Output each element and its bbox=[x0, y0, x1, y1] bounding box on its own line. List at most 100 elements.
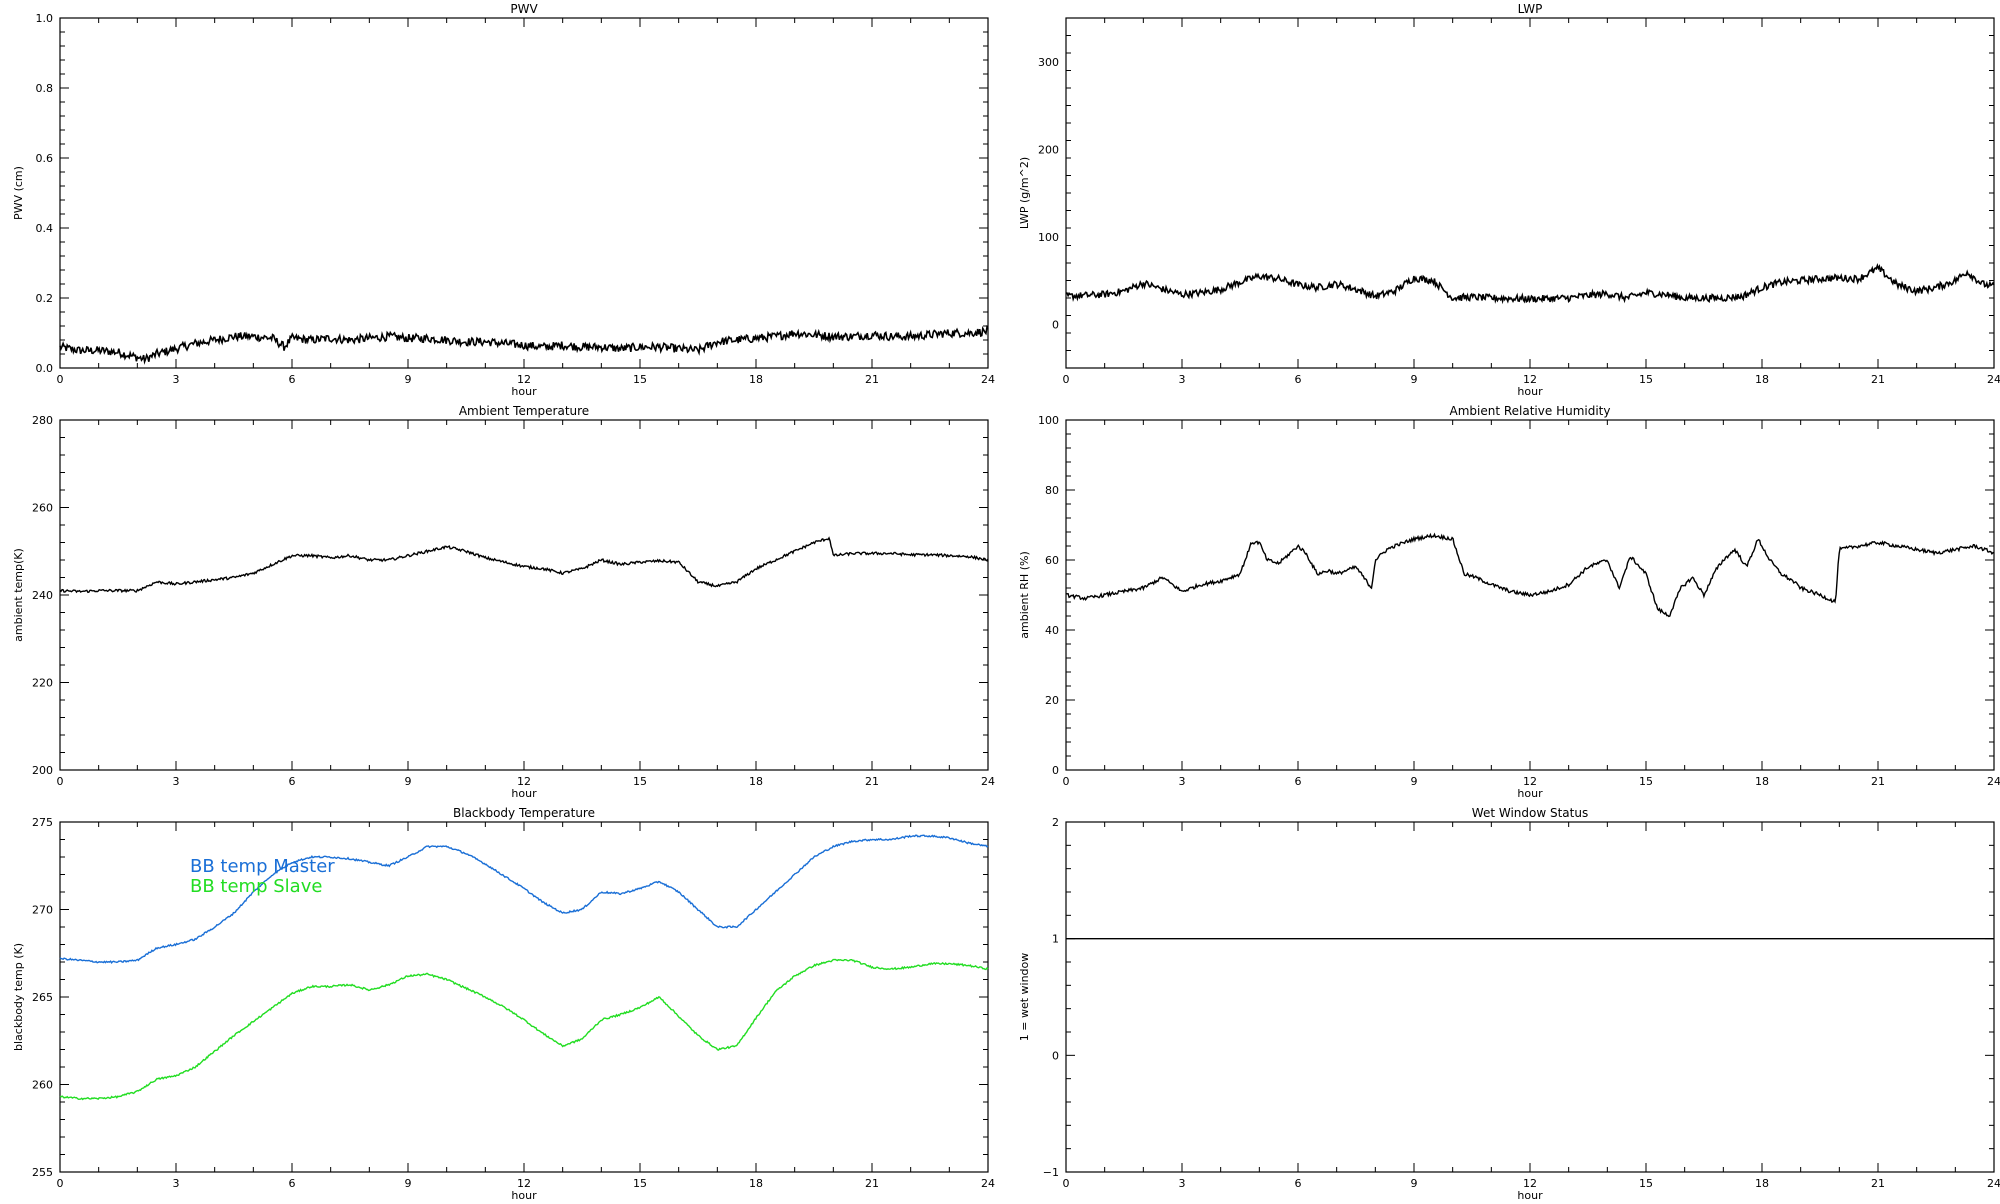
x-tick-label: 6 bbox=[1295, 775, 1302, 788]
x-tick-label: 9 bbox=[405, 373, 412, 386]
y-tick-label: 0.2 bbox=[36, 292, 54, 305]
series-line-1 bbox=[59, 536, 989, 594]
series-line-1 bbox=[1066, 263, 1995, 305]
x-tick-label: 24 bbox=[981, 775, 995, 788]
x-tick-label: 3 bbox=[1179, 1177, 1186, 1190]
y-axis-label: ambient temp(K) bbox=[12, 548, 25, 642]
y-tick-label: 270 bbox=[32, 904, 53, 917]
y-axis-label: 1 = wet window bbox=[1018, 953, 1031, 1042]
x-tick-label: 12 bbox=[517, 1177, 531, 1190]
chart-title: PWV bbox=[510, 2, 538, 16]
x-tick-label: 24 bbox=[981, 1177, 995, 1190]
x-tick-label: 18 bbox=[1755, 373, 1769, 386]
x-axis-label: hour bbox=[1517, 1189, 1543, 1200]
y-tick-label: 300 bbox=[1038, 56, 1059, 69]
chart-panel-2: LWP 0 3 6 9 12 15 18 21 24 hour 0 100 200 300 LWP (g/m^… bbox=[1018, 2, 2000, 398]
y-tick-label: 1 bbox=[1052, 933, 1059, 946]
y-axis-label: PWV (cm) bbox=[12, 166, 25, 220]
y-tick-label: 200 bbox=[1038, 143, 1059, 156]
x-tick-label: 0 bbox=[57, 373, 64, 386]
x-tick-label: 6 bbox=[289, 1177, 296, 1190]
chart-title: Ambient Relative Humidity bbox=[1450, 404, 1611, 418]
x-tick-label: 3 bbox=[1179, 775, 1186, 788]
chart-title: Ambient Temperature bbox=[459, 404, 589, 418]
legend-entry: BB temp Master bbox=[190, 856, 335, 877]
x-tick-label: 12 bbox=[1523, 775, 1537, 788]
x-tick-label: 18 bbox=[1755, 1177, 1769, 1190]
legend-entry: BB temp Slave bbox=[190, 876, 322, 897]
y-tick-label: 1.0 bbox=[36, 12, 54, 25]
x-tick-label: 0 bbox=[1063, 775, 1070, 788]
x-tick-label: 12 bbox=[517, 775, 531, 788]
y-tick-label: 60 bbox=[1045, 554, 1059, 567]
x-tick-label: 0 bbox=[1063, 373, 1070, 386]
y-tick-label: 100 bbox=[1038, 231, 1059, 244]
chart-panel-1: PWV 0 3 6 9 12 15 18 21 24 hour 0.0 0.2 0.4 0.6 0.8 1.0 P… bbox=[12, 2, 995, 398]
y-tick-label: 100 bbox=[1038, 414, 1059, 427]
x-axis-label: hour bbox=[1517, 787, 1543, 800]
plot-frame bbox=[59, 419, 989, 771]
x-tick-label: 24 bbox=[1987, 373, 2000, 386]
y-tick-label: 280 bbox=[32, 414, 53, 427]
x-tick-label: 12 bbox=[1523, 1177, 1537, 1190]
series-line-1 bbox=[59, 324, 989, 365]
y-tick-label: 0 bbox=[1052, 764, 1059, 777]
series-line-2 bbox=[59, 958, 989, 1101]
y-tick-label: 0.8 bbox=[36, 82, 54, 95]
x-tick-label: 9 bbox=[1411, 775, 1418, 788]
x-tick-label: 18 bbox=[1755, 775, 1769, 788]
x-tick-label: 9 bbox=[405, 1177, 412, 1190]
y-tick-label: 0.0 bbox=[36, 362, 54, 375]
x-tick-label: 9 bbox=[1411, 373, 1418, 386]
y-tick-label: 2 bbox=[1052, 816, 1059, 829]
y-tick-label: 260 bbox=[32, 1079, 53, 1092]
x-tick-label: 21 bbox=[1871, 373, 1885, 386]
y-tick-label: 275 bbox=[32, 816, 53, 829]
x-tick-label: 12 bbox=[517, 373, 531, 386]
series-line-1 bbox=[1065, 532, 1995, 618]
y-tick-label: 220 bbox=[32, 677, 53, 690]
x-axis-label: hour bbox=[511, 787, 537, 800]
series-line-1 bbox=[59, 834, 989, 964]
x-axis-label: hour bbox=[511, 1189, 537, 1200]
y-tick-label: 0 bbox=[1052, 318, 1059, 331]
plot-frame bbox=[1065, 821, 1995, 1173]
y-tick-label: 0 bbox=[1052, 1049, 1059, 1062]
x-tick-label: 24 bbox=[1987, 775, 2000, 788]
y-tick-label: 0.4 bbox=[36, 222, 54, 235]
chart-title: LWP bbox=[1518, 2, 1543, 16]
x-tick-label: 12 bbox=[1523, 373, 1537, 386]
y-tick-label: 80 bbox=[1045, 484, 1059, 497]
y-tick-label: 240 bbox=[32, 589, 53, 602]
y-axis-label: ambient RH (%) bbox=[1018, 551, 1031, 639]
chart-title: Wet Window Status bbox=[1472, 806, 1588, 820]
x-tick-label: 6 bbox=[289, 775, 296, 788]
x-tick-label: 0 bbox=[57, 775, 64, 788]
x-tick-label: 9 bbox=[1411, 1177, 1418, 1190]
x-tick-label: 18 bbox=[749, 373, 763, 386]
y-axis-label: LWP (g/m^2) bbox=[1018, 157, 1031, 229]
plot-frame bbox=[1065, 17, 1995, 369]
x-tick-label: 18 bbox=[749, 775, 763, 788]
y-tick-label: 200 bbox=[32, 764, 53, 777]
x-tick-label: 3 bbox=[1179, 373, 1186, 386]
x-tick-label: 21 bbox=[1871, 1177, 1885, 1190]
x-tick-label: 0 bbox=[57, 1177, 64, 1190]
x-tick-label: 15 bbox=[633, 1177, 647, 1190]
x-tick-label: 21 bbox=[865, 1177, 879, 1190]
x-tick-label: 15 bbox=[633, 775, 647, 788]
x-tick-label: 15 bbox=[1639, 1177, 1653, 1190]
x-axis-label: hour bbox=[511, 385, 537, 398]
y-tick-label: 0.6 bbox=[36, 152, 54, 165]
x-tick-label: 21 bbox=[1871, 775, 1885, 788]
x-tick-label: 9 bbox=[405, 775, 412, 788]
x-tick-label: 6 bbox=[289, 373, 296, 386]
chart-panel-5: Blackbody Temperature 0 3 6 9 12 15 18 21 24 hour 2… bbox=[12, 806, 995, 1202]
y-tick-label: 265 bbox=[32, 991, 53, 1004]
x-tick-label: 3 bbox=[173, 373, 180, 386]
x-tick-label: 18 bbox=[749, 1177, 763, 1190]
y-axis-label: blackbody temp (K) bbox=[12, 943, 25, 1051]
